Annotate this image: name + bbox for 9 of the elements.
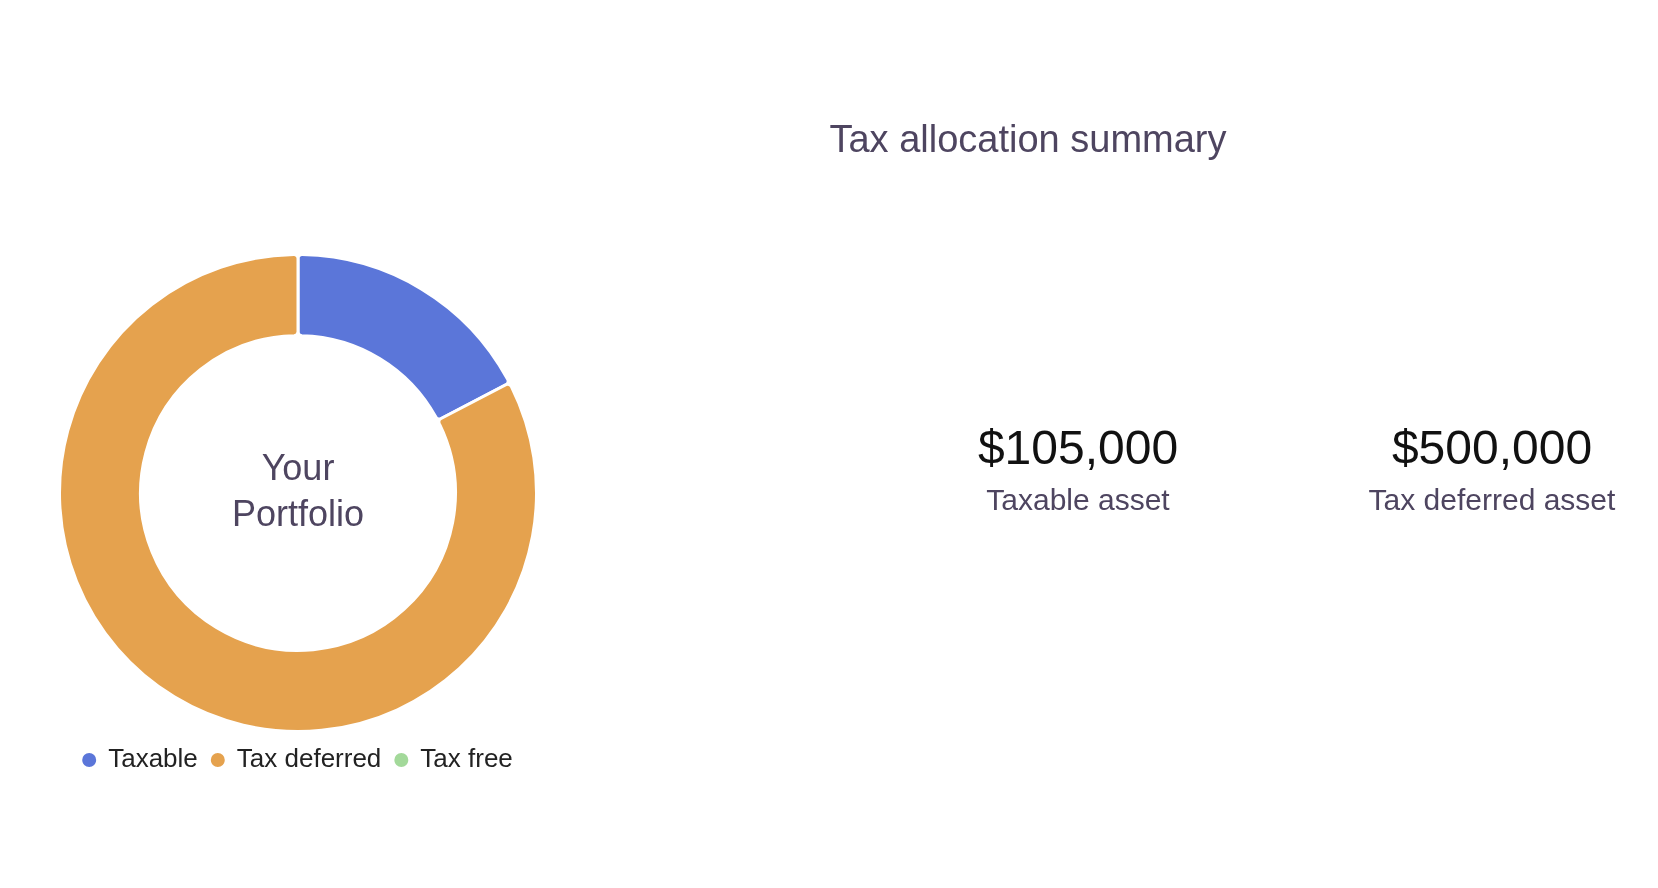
legend-label: Taxable <box>108 743 198 774</box>
text: Taxable asset <box>985 483 1171 517</box>
text: Tax deferred asset <box>1367 483 1617 517</box>
legend-label: Tax deferred <box>236 743 382 774</box>
text: $500,000 <box>1390 420 1594 475</box>
legend-label: Tax free <box>420 743 513 774</box>
text: $105,000 <box>976 420 1180 475</box>
text: Tax allocation summary <box>828 118 1228 161</box>
text: Your Portfolio <box>231 446 365 534</box>
